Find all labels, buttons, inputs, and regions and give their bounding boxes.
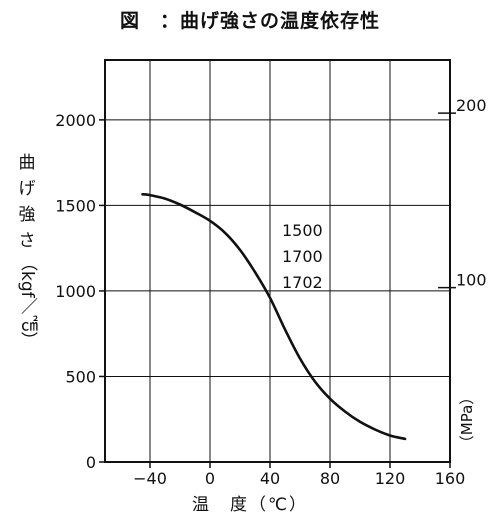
- y2-axis-label: （MPa）: [458, 390, 476, 451]
- strength-curve: [141, 193, 407, 441]
- x-tick-label: 80: [320, 469, 340, 488]
- x-tick-label: 160: [435, 469, 466, 488]
- grade-label: 1700: [282, 247, 323, 266]
- y-axis-unit: （kgf／㎠）: [17, 254, 37, 349]
- grade-label: 1500: [282, 221, 323, 240]
- y-axis-label: 曲 げ 強 さ （kgf／㎠）: [14, 150, 40, 349]
- y-tick-label: 1000: [55, 282, 96, 301]
- y-axis-label-char: 曲: [18, 153, 36, 173]
- x-tick-label: 0: [205, 469, 215, 488]
- x-axis-label: 温 度（℃）: [191, 495, 309, 515]
- grade-annotation: 1500 1700 1702: [282, 221, 323, 292]
- y-tick-labels: 0 500 1000 1500 2000: [55, 111, 96, 472]
- y2-tick-label: 200: [456, 96, 487, 115]
- x-tick-labels: −40 0 40 80 120 160: [133, 469, 465, 488]
- x-tick-label: −40: [133, 469, 167, 488]
- y-axis-label-char: さ: [18, 231, 36, 251]
- y2-tick-label: 100: [456, 271, 487, 290]
- y-tick-label: 1500: [55, 196, 96, 215]
- x-tick-label: 40: [260, 469, 280, 488]
- grade-label: 1702: [282, 273, 323, 292]
- y-tick-label: 500: [65, 367, 96, 386]
- axis-ticks: [99, 112, 456, 468]
- y2-tick-labels: 100 200: [456, 96, 487, 289]
- plot-frame: [104, 59, 451, 463]
- y-tick-label: 0: [86, 453, 96, 472]
- x-tick-label: 120: [375, 469, 406, 488]
- y-axis-label-char: 強: [18, 205, 36, 225]
- y-axis-label-char: げ: [18, 179, 36, 199]
- chart-title: 図 ：曲げ強さの温度依存性: [119, 10, 380, 32]
- y-tick-label: 2000: [55, 111, 96, 130]
- grid-lines: [105, 60, 450, 462]
